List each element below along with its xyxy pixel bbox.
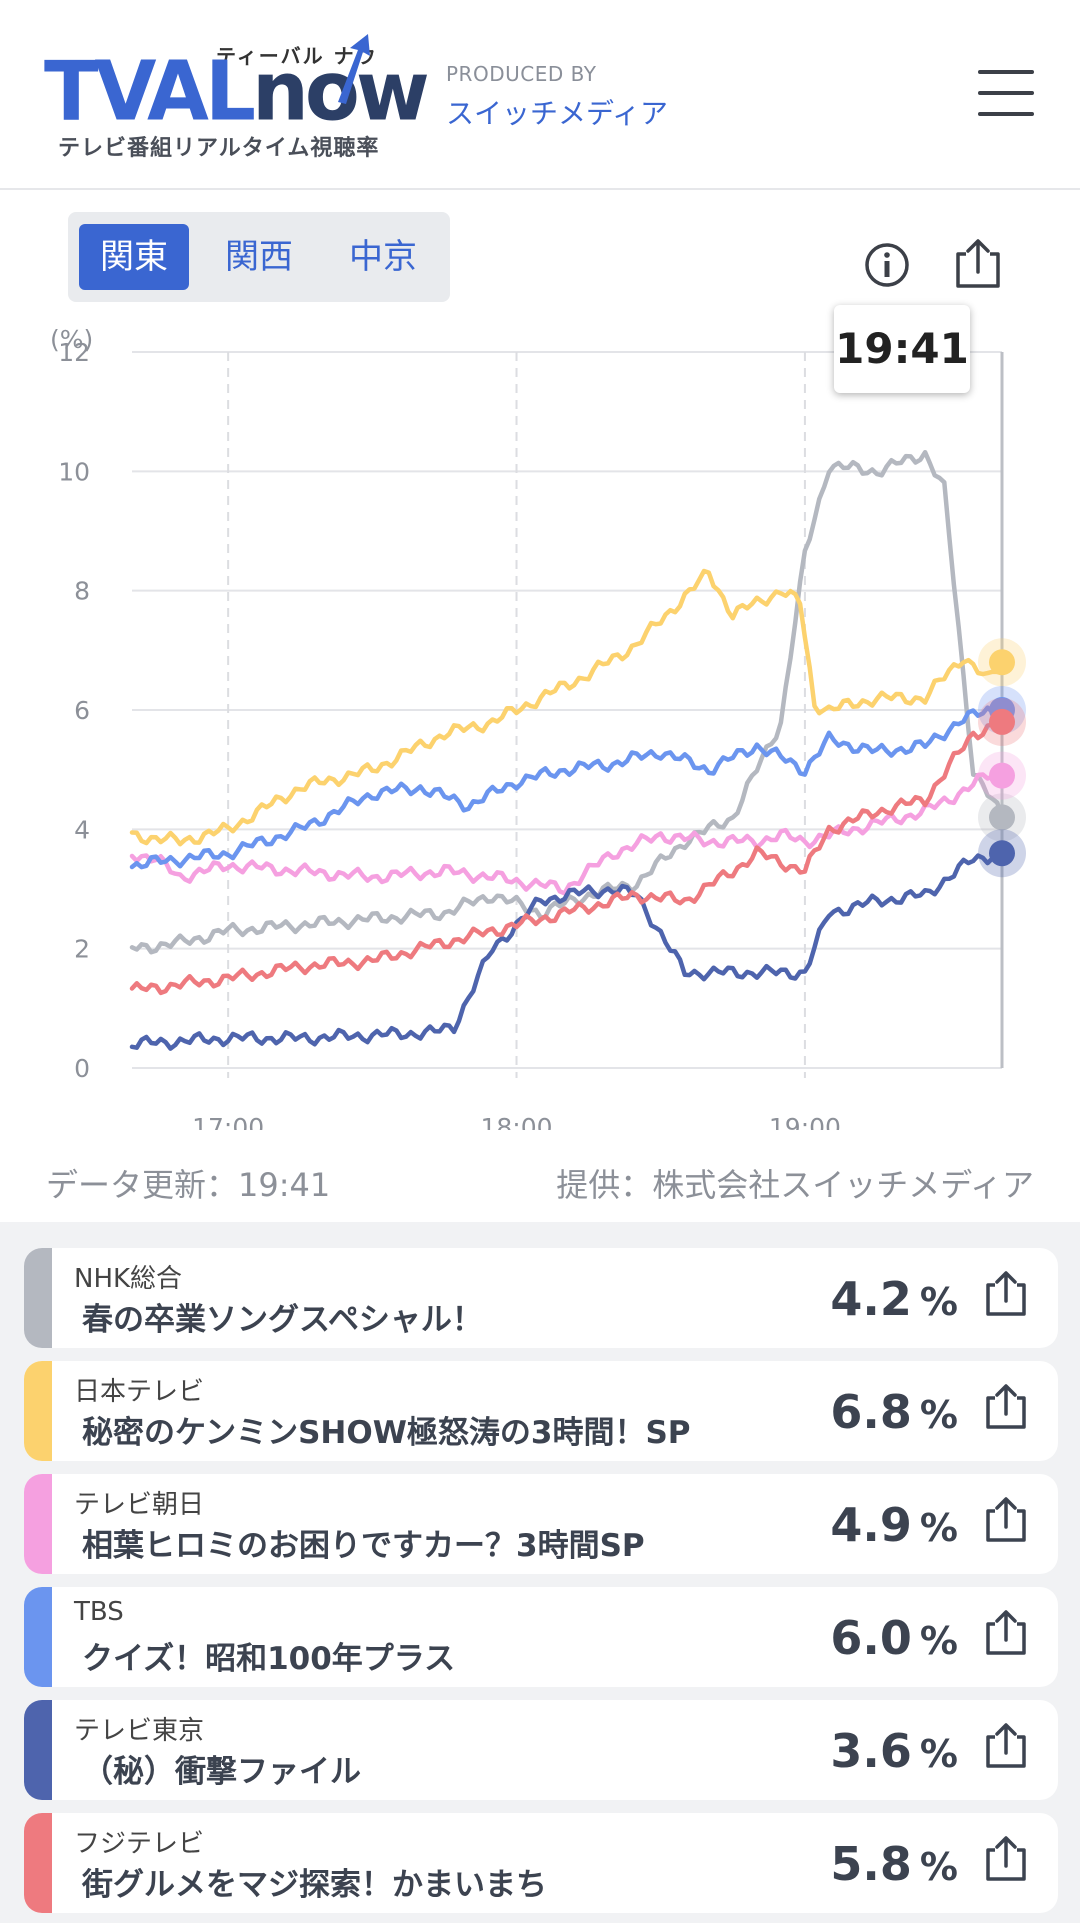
- program-row[interactable]: テレビ朝日相葉ヒロミのお困りですカー？3時間SP 4.9%: [24, 1474, 1058, 1574]
- program-title: クイズ！昭和100年プラス: [82, 1641, 456, 1677]
- x-tick-label: 18:00: [481, 1113, 553, 1130]
- header-bar: ティーバル ナウ TVALnow テレビ番組リアルタイム視聴率 PRODUCED…: [0, 0, 1080, 190]
- share-icon[interactable]: [984, 1270, 1028, 1318]
- rating-unit: %: [919, 1393, 958, 1437]
- logo-wordmark: TVALnow: [44, 51, 430, 133]
- tab-kanto[interactable]: 関東: [79, 224, 189, 290]
- program-title: 春の卒業ソングスペシャル！: [82, 1302, 483, 1338]
- channel-color-bar: [24, 1248, 52, 1348]
- y-tick-label: 10: [58, 457, 90, 486]
- rating-value: 3.6%: [830, 1724, 958, 1778]
- produced-by-label: PRODUCED BY: [446, 62, 597, 86]
- channel-name: NHK総合: [74, 1264, 183, 1294]
- series-line: [129, 771, 1005, 896]
- channel-color-bar: [24, 1813, 52, 1913]
- logo-now: now: [251, 44, 430, 139]
- logo-arrow-icon: [338, 34, 370, 104]
- rating-unit: %: [919, 1280, 958, 1324]
- producer-name[interactable]: スイッチメディア: [446, 97, 669, 130]
- series-end-point: [989, 708, 1015, 735]
- tab-chukyo[interactable]: 中京: [349, 237, 417, 277]
- logo-subtitle: テレビ番組リアルタイム視聴率: [58, 136, 380, 161]
- rating-unit: %: [919, 1732, 958, 1776]
- rating-number: 4.9: [830, 1498, 912, 1552]
- data-updated-time: データ更新：19:41: [46, 1166, 331, 1204]
- channel-color-bar: [24, 1700, 52, 1800]
- series-end-point: [989, 649, 1015, 676]
- program-row[interactable]: テレビ東京 （秘）衝撃ファイル 3.6%: [24, 1700, 1058, 1800]
- program-row[interactable]: フジテレビ街グルメをマジ探索！かまいまち 5.8%: [24, 1813, 1058, 1913]
- rating-unit: %: [919, 1506, 958, 1550]
- program-row[interactable]: 日本テレビ秘密のケンミンSHOW極怒涛の3時間！SP 6.8%: [24, 1361, 1058, 1461]
- channel-name: TBS: [74, 1597, 124, 1627]
- info-icon[interactable]: [864, 242, 910, 288]
- logo-tval: TVAL: [44, 44, 256, 139]
- rating-number: 5.8: [830, 1837, 912, 1891]
- rating-value: 5.8%: [830, 1837, 958, 1891]
- channel-color-bar: [24, 1474, 52, 1574]
- data-provider: 提供：株式会社スイッチメディア: [556, 1166, 1034, 1204]
- ratings-line-chart: 0 2 4 6 8 10 12(%) 17:00 18:00 19:00: [50, 325, 1026, 1130]
- y-tick-label: 6: [74, 696, 90, 725]
- channel-color-bar: [24, 1587, 52, 1687]
- share-icon[interactable]: [984, 1609, 1028, 1657]
- program-row[interactable]: TBS クイズ！昭和100年プラス 6.0%: [24, 1587, 1058, 1687]
- y-tick-label: 2: [74, 935, 90, 964]
- share-icon[interactable]: [984, 1722, 1028, 1770]
- series-line: [129, 848, 1005, 1051]
- tab-kansai[interactable]: 関西: [225, 237, 293, 277]
- logo-kana: ティーバル ナウ: [216, 44, 378, 68]
- series-end-point: [989, 840, 1015, 867]
- rating-number: 3.6: [830, 1724, 912, 1778]
- series-line: [129, 568, 1005, 847]
- series-line: [129, 719, 1005, 996]
- app-logo[interactable]: ティーバル ナウ TVALnow テレビ番組リアルタイム視聴率: [44, 34, 430, 161]
- rating-value: 4.2%: [830, 1272, 958, 1326]
- channel-name: テレビ東京: [74, 1716, 205, 1746]
- y-tick-label: 4: [74, 815, 90, 844]
- rating-value: 4.9%: [830, 1498, 958, 1552]
- rating-number: 4.2: [830, 1272, 912, 1326]
- hamburger-menu-icon[interactable]: [978, 70, 1034, 116]
- rating-number: 6.8: [830, 1385, 912, 1439]
- program-title: 秘密のケンミンSHOW極怒涛の3時間！SP: [82, 1415, 691, 1451]
- series-line: [129, 449, 1005, 955]
- x-tick-label: 19:00: [769, 1113, 841, 1130]
- series-line: [129, 705, 1005, 870]
- y-tick-label: 8: [74, 577, 90, 606]
- channel-color-bar: [24, 1361, 52, 1461]
- y-tick-label: 12: [58, 338, 90, 367]
- channel-name: テレビ朝日: [74, 1490, 205, 1520]
- y-tick-label: 0: [74, 1054, 90, 1083]
- share-icon[interactable]: [954, 238, 1002, 290]
- program-title: （秘）衝撃ファイル: [82, 1754, 361, 1790]
- program-title: 街グルメをマジ探索！かまいまち: [82, 1867, 547, 1903]
- share-icon[interactable]: [984, 1383, 1028, 1431]
- series-end-point: [989, 804, 1015, 831]
- program-row[interactable]: NHK総合春の卒業ソングスペシャル！ 4.2%: [24, 1248, 1058, 1348]
- y-axis-label: (%): [50, 325, 93, 354]
- time-tooltip: 19:41: [834, 305, 970, 393]
- program-title: 相葉ヒロミのお困りですカー？3時間SP: [82, 1528, 645, 1564]
- rating-value: 6.0%: [830, 1611, 958, 1665]
- series-end-point: [989, 762, 1015, 789]
- channel-name: フジテレビ: [74, 1829, 205, 1859]
- share-icon[interactable]: [984, 1496, 1028, 1544]
- region-switcher: 関東 関西 中京: [68, 212, 450, 302]
- rating-number: 6.0: [830, 1611, 912, 1665]
- rating-unit: %: [919, 1619, 958, 1663]
- share-icon[interactable]: [984, 1835, 1028, 1883]
- x-tick-label: 17:00: [192, 1113, 264, 1130]
- rating-value: 6.8%: [830, 1385, 958, 1439]
- channel-name: 日本テレビ: [74, 1377, 205, 1407]
- rating-unit: %: [919, 1845, 958, 1889]
